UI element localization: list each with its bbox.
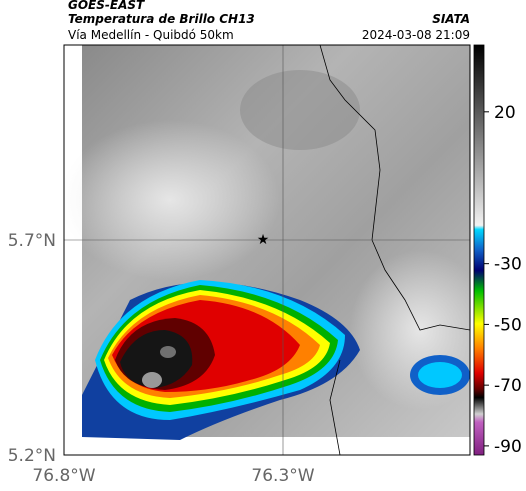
region: Vía Medellín - Quibdó 50km — [68, 28, 234, 42]
lon-label: 76.3°W — [251, 466, 314, 486]
datetime: 2024-03-08 21:09 — [362, 28, 470, 42]
lat-label: 5.7°N — [8, 231, 56, 251]
colorbar-tick-label: 20 — [494, 103, 516, 123]
title: GOES-EAST — [68, 0, 145, 12]
colorbar — [473, 44, 485, 456]
colorbar-tick-label: -50 — [494, 315, 522, 335]
source: SIATA — [432, 12, 470, 26]
satellite-image: ★ — [64, 45, 470, 455]
lat-label: 5.2°N — [8, 446, 56, 466]
svg-text:★: ★ — [257, 232, 270, 248]
colorbar-tick-label: -90 — [494, 437, 522, 457]
lon-label: 76.8°W — [32, 466, 95, 486]
map-frame — [63, 44, 471, 456]
subtitle: Temperatura de Brillo CH13 — [68, 12, 255, 26]
colorbar-tick-label: -30 — [494, 255, 522, 275]
colorbar-tick-label: -70 — [494, 376, 522, 396]
